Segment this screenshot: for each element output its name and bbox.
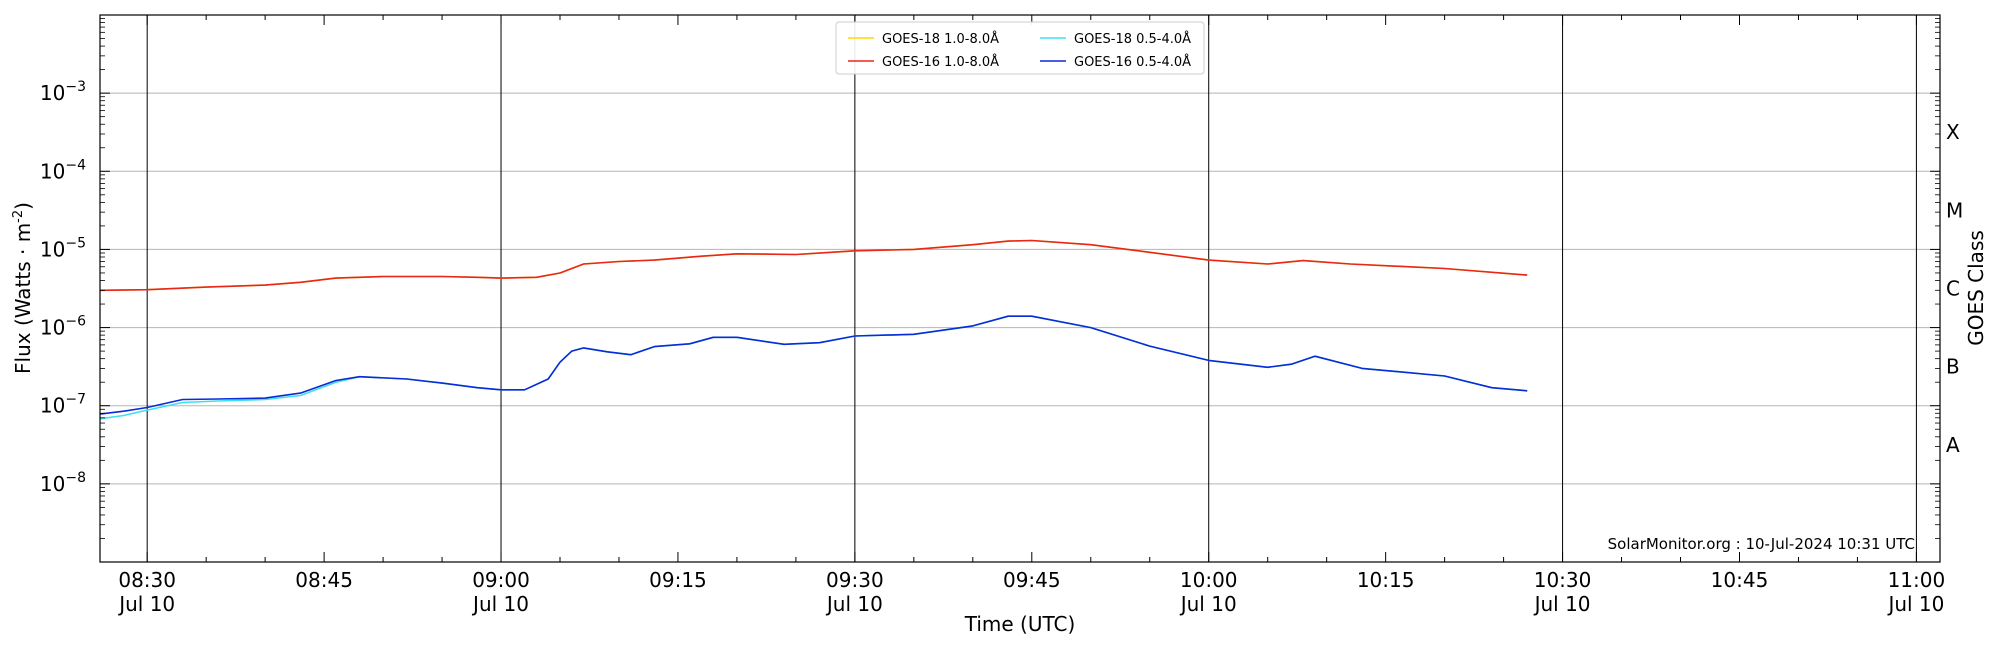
goes-class-m: M (1946, 198, 1963, 222)
goes-class-b: B (1946, 355, 1960, 379)
x-tick-label-7: 10:15 (1357, 568, 1415, 592)
y-tick-label-4: 10−7 (40, 392, 86, 418)
x-tick-label-3: 09:15 (649, 568, 707, 592)
y-tick-exponent: −8 (65, 470, 86, 486)
y-tick-exponent: −7 (65, 392, 86, 408)
series-line-0 (99, 239, 1528, 292)
x-tick-label-8: 10:30 (1534, 568, 1592, 592)
y-tick-label-1: 10−4 (40, 157, 86, 183)
y-tick-exponent: −6 (65, 314, 86, 330)
x-tick-date-4: Jul 10 (825, 592, 883, 616)
y-tick-base: 10 (40, 81, 65, 105)
y-tick-base: 10 (40, 394, 65, 418)
x-tick-label-4: 09:30 (826, 568, 884, 592)
y2-axis-title: GOES Class (1964, 230, 1988, 346)
x-tick-date-2: Jul 10 (471, 592, 529, 616)
x-tick-date-8: Jul 10 (1533, 592, 1591, 616)
legend-label-2: GOES-18 0.5-4.0Å (1074, 31, 1191, 47)
y-tick-label-2: 10−5 (40, 235, 86, 261)
y-tick-label-0: 10−3 (40, 79, 86, 105)
y-tick-base: 10 (40, 316, 65, 340)
legend: GOES-18 1.0-8.0Å GOES-16 1.0-8.0Å GOES-18 … (835, 21, 1205, 75)
x-tick-date-6: Jul 10 (1179, 592, 1237, 616)
x-tick-label-5: 09:45 (1003, 568, 1061, 592)
x-tick-date-10: Jul 10 (1886, 592, 1944, 616)
y-tick-labels: 10−310−410−510−610−710−8 (40, 79, 86, 496)
series-lines (99, 239, 1528, 420)
y-tick-base: 10 (40, 159, 65, 183)
x-tick-label-2: 09:00 (472, 568, 530, 592)
vertical-reference-lines (146, 15, 1917, 562)
y-tick-base: 10 (40, 472, 65, 496)
plot-frame (99, 14, 1941, 563)
x-tick-label-0: 08:30 (118, 568, 176, 592)
source-annotation: SolarMonitor.org : 10-Jul-2024 10:31 UTC (1608, 535, 1915, 553)
goes-class-a: A (1946, 433, 1960, 457)
goes-class-x: X (1946, 120, 1960, 144)
y-tick-label-5: 10−8 (40, 470, 86, 496)
axis-ticks (100, 14, 1940, 563)
horizontal-grid (100, 92, 1940, 485)
x-tick-label-10: 11:00 (1888, 568, 1946, 592)
series-line-1 (99, 239, 1528, 292)
legend-label-3: GOES-16 0.5-4.0Å (1074, 54, 1191, 70)
legend-frame (835, 21, 1205, 75)
goes-class-labels: X M C B A (1946, 120, 1963, 457)
y-tick-base: 10 (40, 237, 65, 261)
goes-class-c: C (1946, 277, 1960, 301)
legend-label-0: GOES-18 1.0-8.0Å (882, 31, 999, 47)
x-tick-label-9: 10:45 (1711, 568, 1769, 592)
x-tick-date-0: Jul 10 (117, 592, 175, 616)
series-line-2 (99, 315, 1528, 420)
series-line-3 (99, 315, 1528, 415)
y-tick-label-3: 10−6 (40, 314, 86, 340)
legend-label-1: GOES-16 1.0-8.0Å (882, 54, 999, 70)
y-tick-exponent: −5 (65, 235, 86, 251)
x-tick-label-6: 10:00 (1180, 568, 1238, 592)
y-tick-exponent: −3 (65, 79, 86, 95)
y-axis-title: Flux (Watts · m-2) (11, 202, 35, 374)
x-tick-label-1: 08:45 (295, 568, 353, 592)
x-axis-title: Time (UTC) (964, 612, 1076, 636)
y-tick-exponent: −4 (65, 157, 86, 173)
